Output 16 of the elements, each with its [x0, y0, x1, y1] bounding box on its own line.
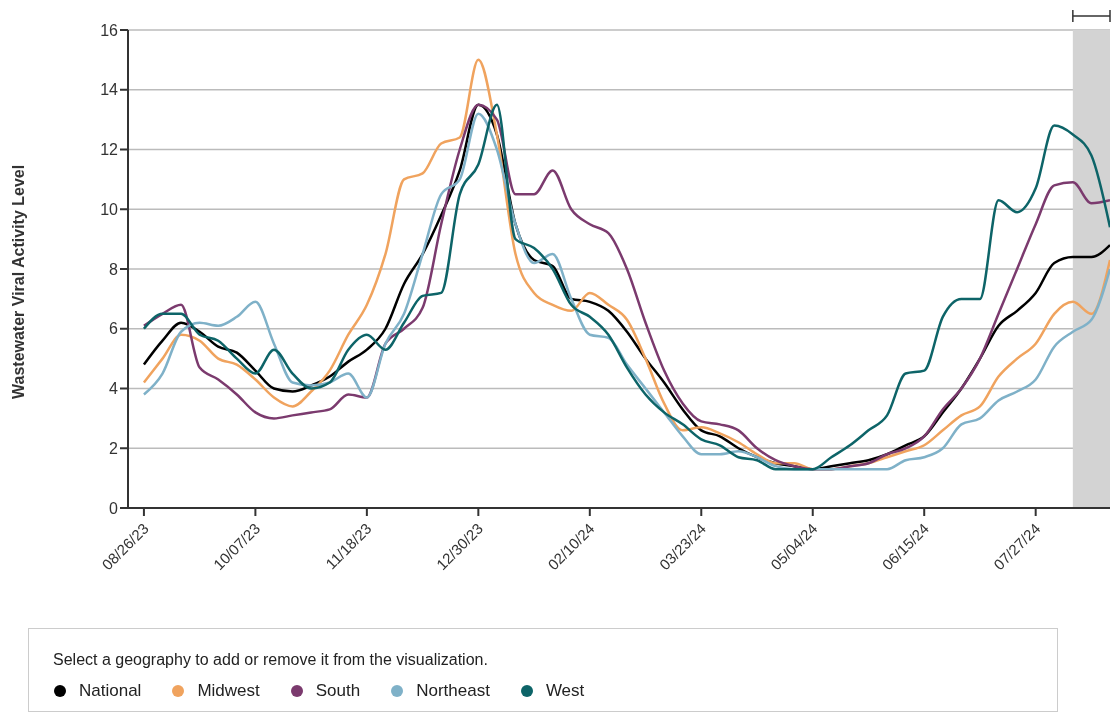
legend-label: Midwest	[197, 681, 260, 701]
legend-label: Northeast	[416, 681, 490, 701]
y-tick-label: 12	[100, 141, 119, 159]
y-axis-title: Wastewater Viral Activity Level	[9, 164, 27, 399]
legend-label: South	[315, 681, 361, 701]
y-tick-label: 14	[100, 81, 119, 99]
y-tick-label: 16	[100, 21, 119, 39]
legend-label: National	[79, 681, 142, 701]
y-tick-label: 2	[109, 439, 119, 457]
y-tick-label: 0	[109, 499, 119, 517]
y-tick-label: 4	[109, 380, 119, 398]
y-tick-label: 10	[100, 200, 119, 218]
legend-title: Select a geography to add or remove it from the visualization.	[53, 651, 489, 669]
legend-label: West	[545, 681, 585, 701]
y-tick-label: 8	[109, 260, 119, 278]
y-tick-label: 6	[109, 320, 119, 338]
